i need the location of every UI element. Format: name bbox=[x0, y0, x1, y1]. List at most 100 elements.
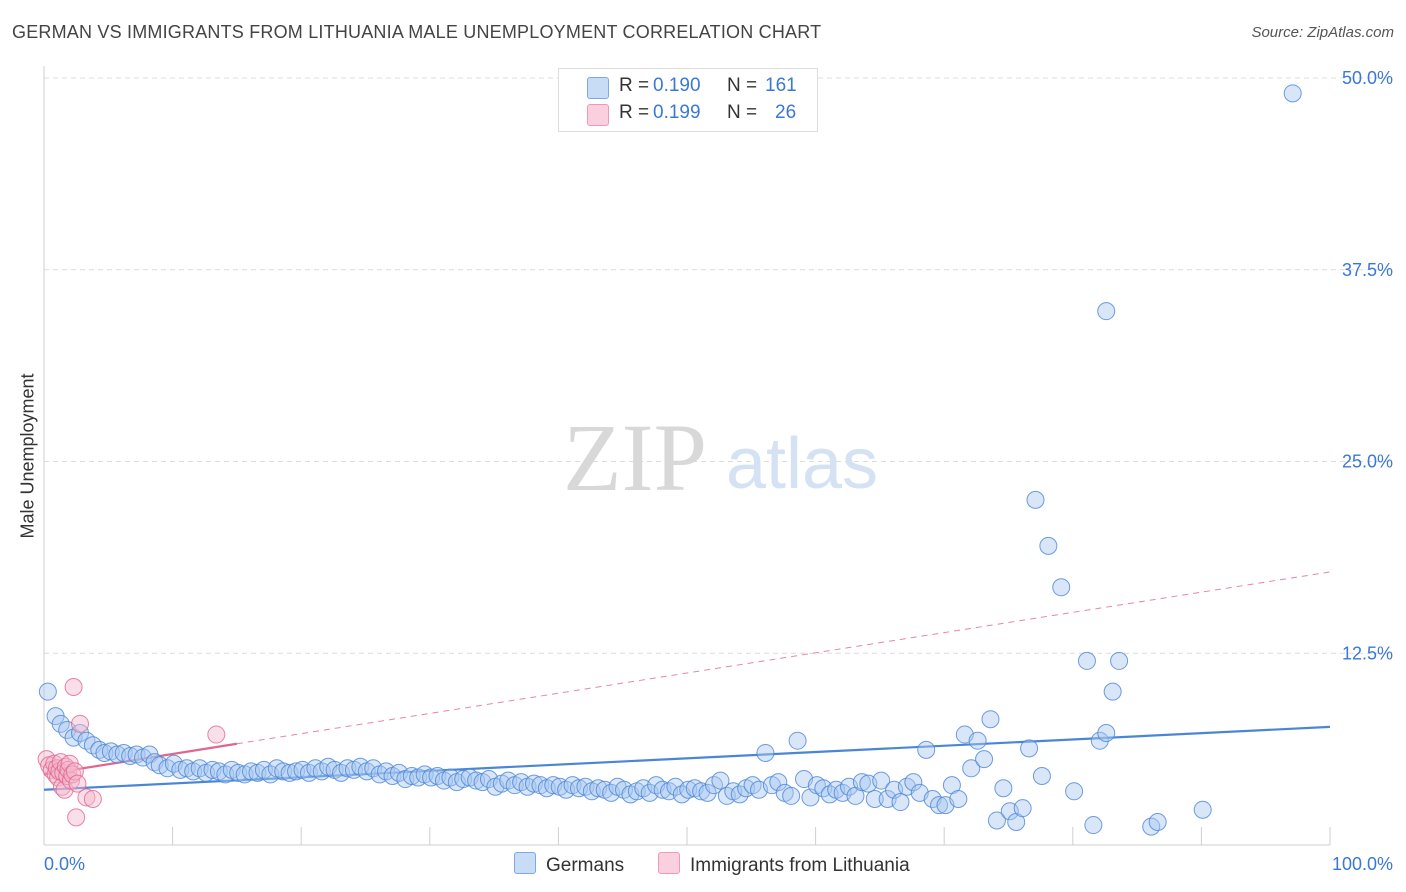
tick-labels: 12.5% 25.0% 37.5% 50.0% 0.0% 100.0% bbox=[44, 68, 1393, 874]
point-germans bbox=[1090, 731, 1109, 750]
point-germans bbox=[242, 762, 261, 781]
point-germans bbox=[711, 771, 730, 790]
point-germans bbox=[1039, 536, 1058, 555]
point-germans bbox=[962, 759, 981, 778]
y-tick-label: 37.5% bbox=[1342, 260, 1393, 280]
point-lithuania bbox=[67, 808, 86, 827]
point-germans bbox=[1097, 302, 1116, 321]
point-germans bbox=[454, 770, 473, 789]
point-lithuania bbox=[68, 774, 87, 793]
axes bbox=[43, 66, 1331, 846]
trend-line-germans bbox=[43, 725, 1331, 791]
legend-swatch-lithuania bbox=[587, 104, 609, 126]
point-germans bbox=[614, 780, 633, 799]
point-germans bbox=[441, 768, 460, 787]
point-germans bbox=[717, 786, 736, 805]
point-germans bbox=[1026, 490, 1045, 509]
y-tick-label: 25.0% bbox=[1342, 452, 1393, 472]
point-germans bbox=[1110, 651, 1129, 670]
point-germans bbox=[158, 759, 177, 778]
point-germans bbox=[820, 785, 839, 804]
legend-r-label: R = bbox=[619, 75, 650, 96]
point-germans bbox=[1283, 84, 1302, 103]
point-germans bbox=[872, 771, 891, 790]
point-germans bbox=[338, 759, 357, 778]
point-germans bbox=[95, 743, 114, 762]
point-germans bbox=[1013, 799, 1032, 818]
point-lithuania bbox=[53, 777, 72, 796]
legend-n-label: N = bbox=[727, 102, 758, 123]
point-germans bbox=[287, 762, 306, 781]
legend-n-value: 26 bbox=[775, 102, 797, 123]
point-germans bbox=[904, 773, 923, 792]
point-germans bbox=[705, 776, 724, 795]
point-germans bbox=[1103, 682, 1122, 701]
legend-r-value: 0.190 bbox=[653, 75, 701, 96]
point-lithuania bbox=[207, 725, 226, 744]
source-note: Source: ZipAtlas.com bbox=[1251, 24, 1394, 41]
point-lithuania bbox=[83, 789, 102, 808]
bottom-legend-swatch-lithuania bbox=[658, 852, 680, 874]
correlation-legend: R = 0.190 N = 161 R = 0.199 N = 26 bbox=[558, 68, 818, 132]
y-tick-label: 12.5% bbox=[1342, 643, 1393, 663]
point-germans bbox=[788, 731, 807, 750]
point-germans bbox=[216, 765, 235, 784]
y-tick-label: 50.0% bbox=[1342, 68, 1393, 88]
data-points bbox=[37, 84, 1302, 836]
point-germans bbox=[38, 682, 57, 701]
point-germans bbox=[994, 779, 1013, 798]
point-germans bbox=[377, 762, 396, 781]
point-germans bbox=[782, 786, 801, 805]
x-tick-label: 100.0% bbox=[1332, 854, 1393, 874]
point-germans bbox=[467, 771, 486, 790]
legend-n-value: 161 bbox=[765, 75, 797, 96]
point-germans bbox=[512, 773, 531, 792]
point-germans bbox=[1193, 800, 1212, 819]
bottom-legend-lithuania: Immigrants from Lithuania bbox=[658, 852, 910, 877]
point-germans bbox=[499, 771, 518, 790]
point-germans bbox=[402, 766, 421, 785]
trend-extension-lithuania bbox=[236, 571, 1331, 745]
x-tick-label: 0.0% bbox=[44, 854, 85, 874]
point-germans bbox=[1020, 739, 1039, 758]
point-germans bbox=[1065, 782, 1084, 801]
point-germans bbox=[576, 777, 595, 796]
point-germans bbox=[274, 762, 293, 781]
legend-swatch-germans bbox=[587, 77, 609, 99]
point-germans bbox=[975, 750, 994, 769]
point-lithuania bbox=[71, 714, 90, 733]
point-germans bbox=[229, 763, 248, 782]
bottom-legend-label: Germans bbox=[546, 855, 625, 876]
point-germans bbox=[428, 766, 447, 785]
watermark-zip: ZIP bbox=[563, 404, 707, 511]
point-germans bbox=[557, 780, 576, 799]
point-germans bbox=[743, 776, 762, 795]
point-lithuania bbox=[64, 677, 83, 696]
point-germans bbox=[679, 780, 698, 799]
point-germans bbox=[756, 743, 775, 762]
point-lithuania bbox=[63, 765, 82, 784]
point-germans bbox=[312, 762, 331, 781]
watermark: ZIP atlas bbox=[563, 404, 878, 511]
point-germans bbox=[930, 796, 949, 815]
point-germans bbox=[981, 710, 1000, 729]
point-germans bbox=[1097, 724, 1116, 743]
point-germans bbox=[1142, 817, 1161, 836]
point-lithuania bbox=[77, 788, 96, 807]
point-germans bbox=[108, 745, 127, 764]
legend-n-label: N = bbox=[727, 75, 758, 96]
bottom-legend-germans: Germans bbox=[514, 852, 624, 877]
point-germans bbox=[698, 783, 717, 802]
point-germans bbox=[351, 757, 370, 776]
point-germans bbox=[1052, 578, 1071, 597]
point-germans bbox=[891, 793, 910, 812]
point-germans bbox=[1148, 812, 1167, 831]
bottom-legend-swatch-germans bbox=[514, 852, 536, 874]
point-germans bbox=[77, 731, 96, 750]
point-germans bbox=[987, 811, 1006, 830]
point-germans bbox=[968, 731, 987, 750]
grid-lines bbox=[44, 77, 1392, 654]
point-germans bbox=[171, 760, 190, 779]
point-germans bbox=[865, 789, 884, 808]
